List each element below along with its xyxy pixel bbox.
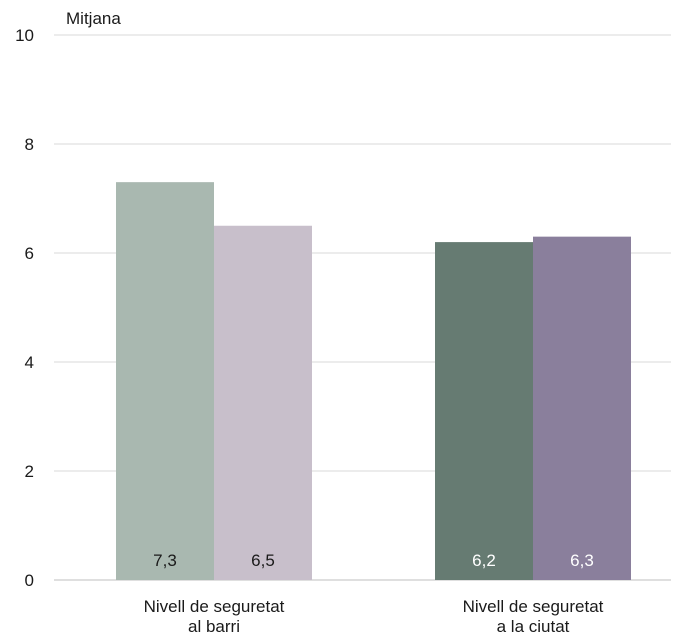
y-tick-label: 0 bbox=[25, 571, 34, 590]
bars: 7,3 6,5 6,2 6,3 bbox=[116, 182, 631, 580]
bar-value-label: 6,2 bbox=[472, 551, 496, 570]
y-tick-label: 10 bbox=[15, 26, 34, 45]
bar-value-label: 6,5 bbox=[251, 551, 275, 570]
x-category-label-line: Nivell de seguretat bbox=[144, 597, 285, 616]
x-category-label-line: Nivell de seguretat bbox=[463, 597, 604, 616]
y-axis-title: Mitjana bbox=[66, 9, 121, 28]
bar bbox=[435, 242, 533, 580]
x-category-label-line: al barri bbox=[188, 617, 240, 636]
bar bbox=[533, 236, 631, 580]
x-category-label: Nivell de seguretat al barri bbox=[144, 597, 285, 636]
bar bbox=[214, 225, 312, 580]
y-tick-label: 8 bbox=[25, 135, 34, 154]
x-category-label: Nivell de seguretat a la ciutat bbox=[463, 597, 604, 636]
x-category-label-line: a la ciutat bbox=[497, 617, 570, 636]
bar-value-label: 6,3 bbox=[570, 551, 594, 570]
y-tick-label: 6 bbox=[25, 244, 34, 263]
y-tick-label: 4 bbox=[25, 353, 34, 372]
y-tick-label: 2 bbox=[25, 462, 34, 481]
bar-value-label: 7,3 bbox=[153, 551, 177, 570]
bar bbox=[116, 182, 214, 580]
